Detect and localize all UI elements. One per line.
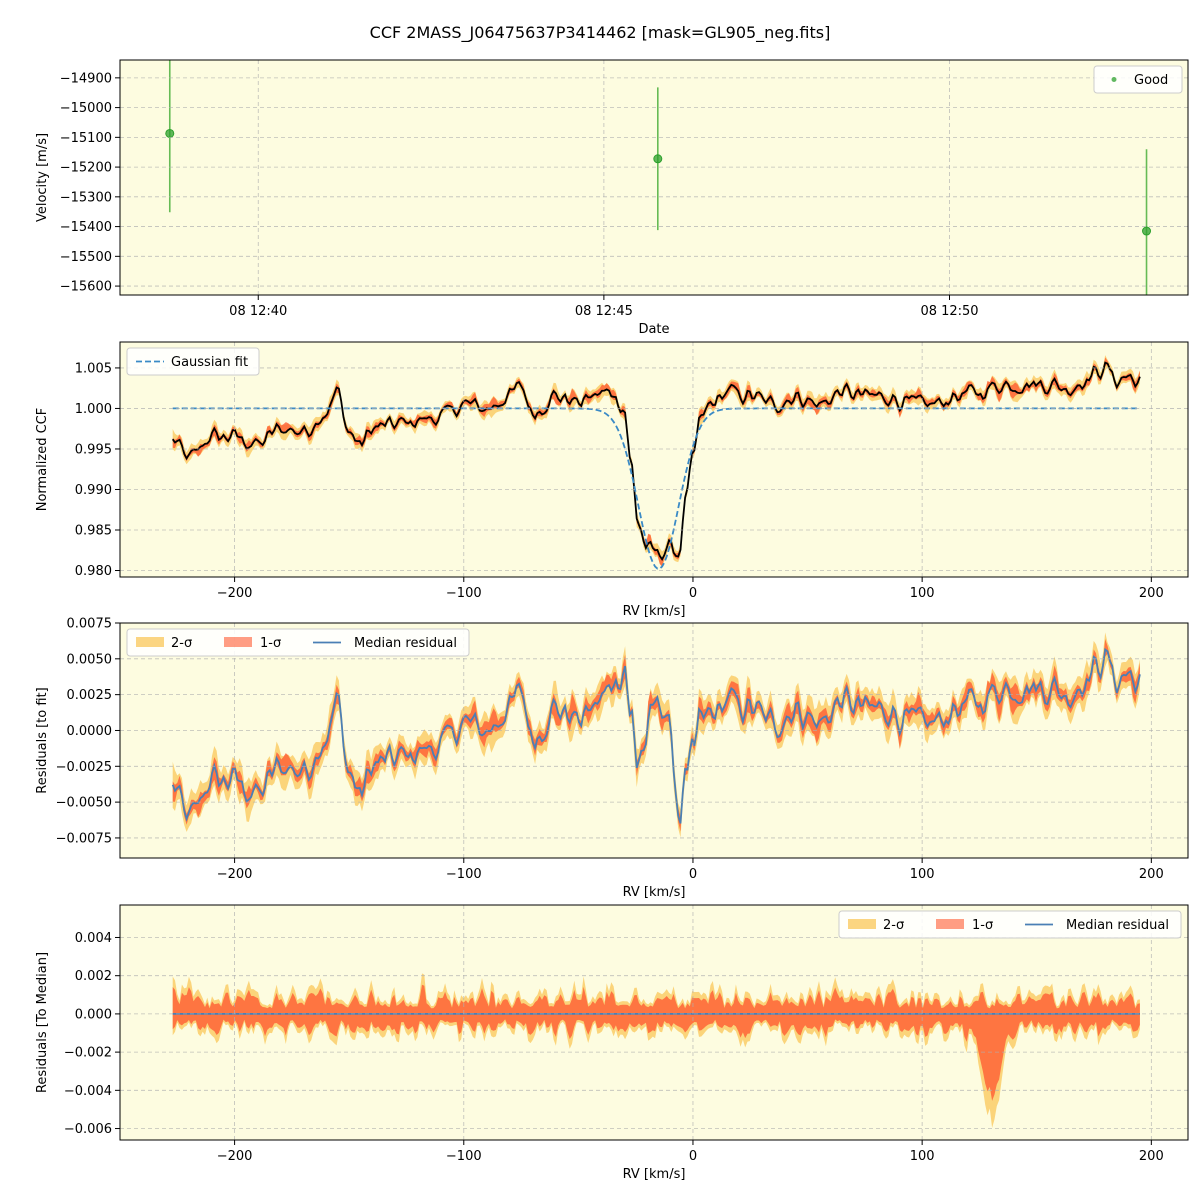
grid-lines — [120, 60, 1188, 295]
median-legend-2sigma-swatch — [848, 919, 876, 929]
panel-velocity: 08 12:40 08 12:45 08 12:50 −15600 −15500 −154… — [35, 59, 1189, 337]
y-tick-label: −15500 — [60, 250, 112, 265]
y-tick-label: 0.004 — [75, 931, 112, 946]
legend-gauss-label: Gaussian fit — [171, 355, 248, 370]
median-legend-1sigma-swatch — [936, 919, 964, 929]
y-axis-label: Velocity [m/s] — [35, 133, 50, 222]
figure-title: CCF 2MASS_J06475637P3414462 [mask=GL905_… — [370, 23, 831, 43]
y-tick-label: 0.0050 — [67, 652, 113, 667]
panel-residuals_median: −200 −100 0 100 200 −0.006 −0.004 −0.002 0.000 0.… — [35, 904, 1189, 1182]
y-tick-label: 0.0025 — [67, 688, 113, 703]
y-tick-label: 0.002 — [75, 969, 112, 984]
x-axis-label: Date — [638, 322, 669, 337]
y-tick-label: 1.005 — [75, 361, 112, 376]
y-tick-label: −14900 — [60, 71, 112, 86]
y-tick-label: 0.0075 — [67, 617, 113, 632]
legend-box — [838, 910, 1182, 939]
x-tick-label: −200 — [217, 1149, 253, 1164]
x-tick-label: 100 — [910, 867, 935, 882]
plots-area: 08 12:40 08 12:45 08 12:50 −15600 −15500 −154… — [35, 59, 1189, 1182]
legend-good-label: Good — [1134, 73, 1168, 88]
x-tick-label: −200 — [217, 586, 253, 601]
plot-frame — [119, 904, 1189, 1141]
median-legend-2sigma-label: 2-σ — [883, 918, 904, 933]
x-tick-label: −200 — [217, 867, 253, 882]
x-tick-label: −100 — [446, 867, 482, 882]
y-tick-label: 0.985 — [75, 524, 112, 539]
y-axis-label: Residuals [To Median] — [35, 952, 50, 1093]
plot-frame — [119, 341, 1189, 578]
y-tick-label: 0.980 — [75, 564, 112, 579]
y-tick-label: −0.002 — [64, 1046, 112, 1061]
x-tick-label: 0 — [689, 1149, 697, 1164]
legend-box — [126, 628, 470, 657]
fit-legend-2sigma-swatch — [136, 637, 164, 647]
x-tick-label: −100 — [446, 1149, 482, 1164]
y-tick-label: −0.0050 — [56, 796, 112, 811]
ccf-1sigma-band — [172, 357, 1140, 567]
panel-ccf: −200 −100 0 100 200 0.980 0.985 0.990 0.995 1.000… — [35, 341, 1189, 619]
y-tick-label: 1.000 — [75, 402, 112, 417]
plot-content — [165, 60, 1152, 295]
y-tick-label: −15100 — [60, 131, 112, 146]
y-tick-label: −15400 — [60, 220, 112, 235]
panel-residuals_fit: −200 −100 0 100 200 −0.0075 −0.0050 −0.0025 0.00… — [35, 617, 1189, 900]
plot-frame — [119, 622, 1189, 859]
y-axis-label: Normalized CCF — [35, 408, 50, 512]
x-tick-label: 200 — [1139, 867, 1164, 882]
y-tick-label: −15600 — [60, 280, 112, 295]
y-tick-label: −15000 — [60, 101, 112, 116]
x-tick-label: 0 — [689, 586, 697, 601]
fit-legend-2sigma-label: 2-σ — [171, 636, 192, 651]
fit-legend-1sigma-swatch — [224, 637, 252, 647]
x-tick-label: −100 — [446, 586, 482, 601]
fit-legend-1sigma-label: 1-σ — [260, 636, 281, 651]
y-tick-label: 0.995 — [75, 442, 112, 457]
x-tick-label: 100 — [910, 586, 935, 601]
legend-box — [1093, 65, 1183, 94]
y-tick-label: 0.000 — [75, 1007, 112, 1022]
y-tick-label: −0.004 — [64, 1084, 112, 1099]
y-tick-label: −0.0075 — [56, 831, 112, 846]
velocity-point — [165, 128, 175, 138]
median-legend-1sigma-label: 1-σ — [972, 918, 993, 933]
y-tick-label: −15300 — [60, 190, 112, 205]
x-tick-label: 08 12:40 — [229, 304, 287, 319]
legend-box — [126, 347, 260, 376]
x-axis-label: RV [km/s] — [623, 1167, 686, 1182]
velocity-point — [653, 154, 663, 164]
x-tick-label: 0 — [689, 867, 697, 882]
grid-lines — [120, 342, 1188, 577]
fit-legend-median-label: Median residual — [354, 636, 457, 651]
x-tick-label: 08 12:50 — [920, 304, 978, 319]
y-tick-label: −0.006 — [64, 1122, 112, 1137]
y-tick-label: 0.0000 — [67, 724, 113, 739]
plot-content — [171, 632, 1141, 838]
gaussian-fit-line — [172, 407, 1140, 570]
x-axis-label: RV [km/s] — [623, 885, 686, 900]
plot-background — [120, 60, 1188, 295]
y-tick-label: −0.0025 — [56, 760, 112, 775]
legend-good-marker — [1111, 77, 1117, 82]
x-tick-label: 200 — [1139, 1149, 1164, 1164]
y-axis-label: Residuals [to fit] — [35, 687, 50, 793]
ccf-median-line — [171, 361, 1141, 562]
plot-background — [120, 342, 1188, 577]
x-axis-label: RV [km/s] — [623, 604, 686, 619]
x-tick-label: 08 12:45 — [575, 304, 633, 319]
velocity-point — [1142, 226, 1152, 236]
x-tick-label: 200 — [1139, 586, 1164, 601]
median-residual-line — [171, 647, 1141, 824]
plot-frame — [119, 59, 1189, 296]
y-tick-label: −15200 — [60, 161, 112, 176]
plot-background — [120, 623, 1188, 858]
x-tick-label: 100 — [910, 1149, 935, 1164]
y-tick-label: 0.990 — [75, 483, 112, 498]
median-legend-median-label: Median residual — [1066, 918, 1169, 933]
